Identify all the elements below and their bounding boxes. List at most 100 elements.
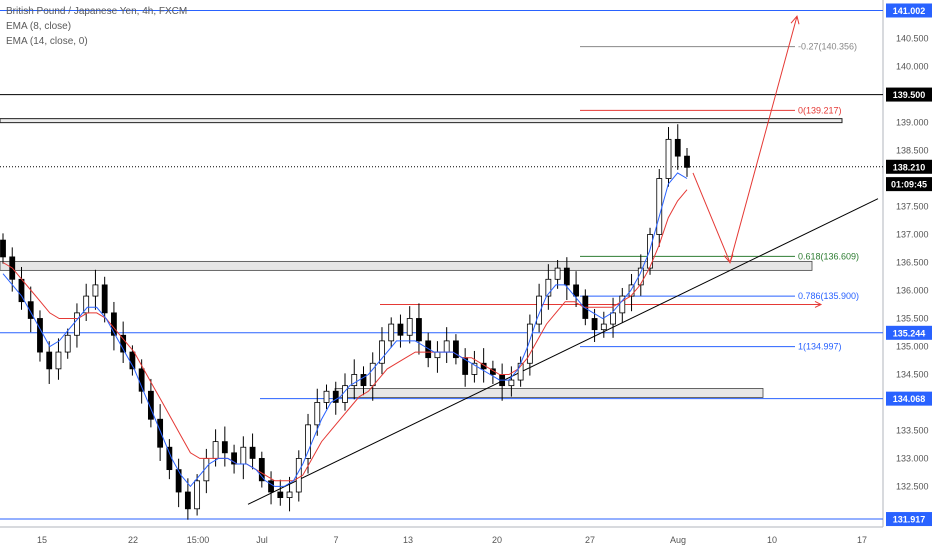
candle-body [610,312,616,325]
candle-body [434,351,441,359]
candle-body [101,284,108,314]
time-tick-label: 7 [333,535,338,545]
candle-body [554,267,561,280]
candle-body [684,155,690,168]
candle-body [46,351,53,370]
price-tick-label: 137.000 [896,230,929,240]
fib-label-4: 1(134.997) [798,342,842,352]
ema-slow-line [2,189,688,482]
ema-slow-label: EMA (14, close, 0) [6,36,88,47]
candle-body [258,458,265,482]
fib-label-2: 0.618(136.609) [798,251,859,261]
candle-body [74,312,80,336]
candle-body [379,340,385,364]
price-label-box [886,325,932,340]
candle-body [212,441,219,459]
candle-body [249,446,256,459]
price-tick-label: 135.500 [896,313,929,323]
price-tick-label: 139.000 [896,118,929,128]
candle-body [157,418,164,448]
price-tick-label: 140.000 [896,62,929,72]
candle-body [600,323,607,331]
candle-body [323,390,330,403]
time-tick-label: 27 [585,535,595,545]
candle-body [406,318,413,336]
projection-arrowhead-up [790,15,800,25]
price-tick-label: 135.000 [896,341,929,351]
candle-body [453,340,459,359]
price-tick-label: 133.500 [896,425,929,435]
candle-body [656,178,663,235]
price-label-text: 139.500 [893,90,926,100]
candle-body [277,491,284,499]
candle-body [397,323,404,336]
price-label-box [886,159,932,174]
price-label-box [886,177,932,192]
time-tick-label: 22 [128,535,138,545]
price-tick-label: 133.000 [896,453,929,463]
price-tick-label: 137.500 [896,202,929,212]
time-tick-label: 17 [857,535,867,545]
candle-body [37,318,43,353]
candle-body [120,334,127,353]
price-label-text: 138.210 [893,162,926,172]
candle-body [0,239,6,258]
candle-body [665,138,672,179]
candle-body [231,452,237,465]
candles [0,124,690,520]
candle-body [27,301,34,319]
price-label-box [886,512,932,527]
candle-body [674,138,681,157]
candle-body [425,340,432,359]
price-label-text: 01:09:45 [891,180,927,190]
candle-body [64,334,71,353]
time-tick-label: 20 [492,535,502,545]
projection-arrowhead-down [723,254,734,264]
price-label-box [886,391,932,406]
candle-body [305,424,311,459]
candle-body [240,446,247,465]
candle-body [184,491,191,510]
price-label-text: 134.068 [893,394,926,404]
candle-body [286,491,293,499]
ema-fast-label: EMA (8, close) [6,21,72,32]
time-tick-label: Aug [670,535,686,545]
candle-body [55,351,62,370]
candle-body [166,446,173,471]
time-tick-label: 15 [37,535,47,545]
candle-body [628,284,635,297]
candle-body [508,379,515,387]
support-zone [334,388,764,398]
candle-body [545,278,552,297]
price-tick-label: 136.000 [896,285,929,295]
chart-legend: British Pound / Japanese Yen, 4h, FXCM E… [6,4,187,49]
resistance-zone [0,118,843,124]
candle-body [221,441,228,454]
candle-body [92,284,99,297]
candle-body [83,295,90,314]
candle-body [591,318,598,331]
candle-body [268,480,274,493]
price-label-box [886,87,932,102]
projection-path [692,16,798,265]
price-tick-label: 132.500 [896,481,929,491]
fib-label-1: 0(139.217) [798,105,842,115]
price-label-box [886,3,932,18]
price-label-text: 141.002 [893,6,926,16]
fib-label-0: -0.27(140.356) [798,42,857,52]
candle-body [619,295,626,314]
candle-body [388,323,395,342]
price-tick-label: 136.500 [896,258,929,268]
candle-body [416,318,422,342]
price-tick-label: 138.500 [896,146,929,156]
candle-body [443,340,450,353]
candle-body [360,374,367,387]
price-label-text: 135.244 [893,328,926,338]
candle-body [147,390,154,420]
candle-body [111,312,117,336]
ascending-trendline [247,198,879,505]
mid-zone [0,260,813,271]
time-tick-label: Jul [256,535,268,545]
